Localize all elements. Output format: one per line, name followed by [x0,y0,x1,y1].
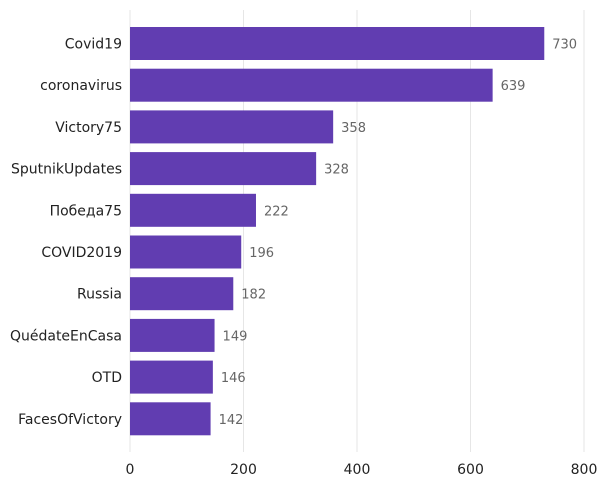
bar-7 [130,318,215,352]
category-label-4: Победа75 [50,203,122,219]
category-label-6: Russia [77,287,122,303]
category-labels: Covid19 coronavirus Victory75 SputnikUpdate… [10,37,122,428]
bar-2 [130,110,334,144]
bar-4 [130,193,256,227]
value-label-5: 196 [249,246,274,261]
x-tick-label-600: 600 [457,462,484,478]
x-tick-label-800: 800 [571,462,598,478]
value-label-4: 222 [264,204,289,219]
category-label-1: coronavirus [40,78,122,94]
bar-6 [130,277,234,311]
value-label-2: 358 [341,121,366,136]
category-label-5: COVID2019 [41,245,122,261]
bars [130,27,545,436]
x-tick-label-400: 400 [344,462,371,478]
bar-8 [130,360,213,394]
bar-5 [130,235,242,269]
value-label-6: 182 [241,288,266,303]
x-tick-label-200: 200 [230,462,257,478]
category-label-8: OTD [92,370,122,386]
x-tick-label-0: 0 [126,462,135,478]
value-label-9: 142 [219,413,244,428]
category-label-0: Covid19 [65,37,122,53]
category-label-3: SputnikUpdates [11,162,122,178]
bar-9 [130,402,211,436]
x-axis-ticks: 0 200 400 600 800 [126,462,598,478]
bar-3 [130,152,317,186]
value-label-0: 730 [552,38,577,53]
value-label-1: 639 [501,79,526,94]
value-label-3: 328 [324,163,349,178]
bar-1 [130,68,493,102]
value-labels: 730 639 358 328 222 196 182 149 146 142 [219,38,578,428]
category-label-7: QuédateEnCasa [10,328,122,344]
bar-0 [130,27,545,60]
category-label-2: Victory75 [55,120,122,136]
value-label-7: 149 [223,329,248,344]
category-label-9: FacesOfVictory [18,412,122,428]
value-label-8: 146 [221,371,246,386]
